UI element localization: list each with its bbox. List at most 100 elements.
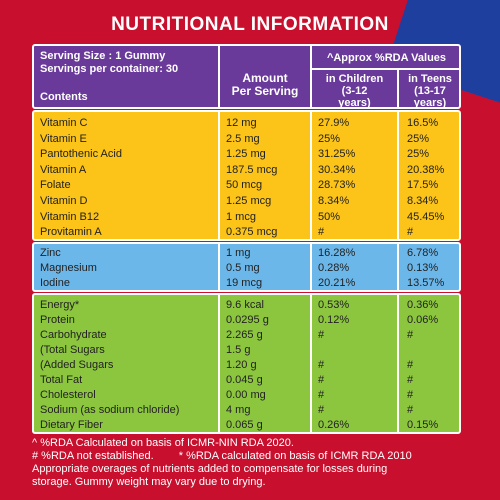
rda-children: # (318, 389, 325, 401)
rda-teens: # (407, 404, 414, 416)
amount-heading-line2: Per Serving (231, 84, 299, 98)
children-heading: in Children (3-12 years) (312, 73, 397, 109)
nutrient-name: Folate (40, 179, 71, 192)
nutrient-name: Sodium (as sodium chloride) (40, 404, 180, 416)
contents-heading: Contents (40, 91, 88, 103)
nutrient-amount: 4 mg (226, 404, 251, 416)
nutrient-row: Total Fat 0.045 g # # (34, 373, 459, 387)
nutrient-name: Vitamin A (40, 163, 87, 176)
nutrient-row: Magnesium 0.5 mg 0.28% 0.13% (34, 261, 459, 275)
rda-children: 50% (318, 210, 341, 223)
nutrient-row: Iodine 19 mcg 20.21% 13.57% (34, 276, 459, 290)
nutrient-name: Iodine (40, 277, 70, 289)
nutrient-row: Vitamin E 2.5 mg 25% 25% (34, 132, 459, 146)
rda-teens: 0.13% (407, 262, 439, 274)
table-header: Serving Size : 1 Gummy Servings per cont… (32, 44, 461, 109)
rda-teens: 0.15% (407, 419, 439, 431)
nutrient-name: Vitamin C (40, 117, 88, 129)
rda-teens: 45.45% (407, 210, 445, 223)
rda-teens: # (407, 329, 414, 341)
rda-teens: 6.78% (407, 247, 439, 259)
footnote-overages: Appropriate overages of nutrients added … (32, 463, 388, 475)
teens-heading-line1: in Teens (408, 73, 452, 85)
nutrient-name: Dietary Fiber (40, 419, 103, 431)
divider (310, 295, 312, 432)
nutrient-name: Energy* (40, 299, 80, 311)
nutrient-amount: 1 mcg (226, 210, 256, 223)
rda-heading: ^Approx %RDA Values (326, 52, 447, 64)
vitamins-section: Vitamin C 12 mg 27.9% 16.5% Vitamin E 2.5 mg 2… (32, 110, 461, 241)
macronutrients-section: Energy* 9.6 kcal 0.53% 0.36% Protein 0.0295 g… (32, 293, 461, 434)
nutrient-row: Energy* 9.6 kcal 0.53% 0.36% (34, 298, 459, 312)
nutrient-amount: 1.25 mcg (226, 195, 272, 207)
rda-teens: # (407, 359, 414, 371)
rda-teens: 20.38% (407, 163, 445, 176)
rda-teens: # (407, 226, 414, 239)
divider (310, 112, 312, 239)
rda-children: 0.28% (318, 262, 350, 274)
nutrient-row: (Total Sugars 1.5 g (34, 343, 459, 357)
nutrient-row: Pantothenic Acid 1.25 mg 31.25% 25% (34, 147, 459, 161)
nutrient-row: Dietary Fiber 0.065 g 0.26% 0.15% (34, 418, 459, 432)
nutrient-name: Magnesium (40, 262, 97, 274)
rda-children: # (318, 329, 325, 341)
teens-heading: in Teens (13-17 years) (399, 73, 459, 109)
divider (397, 244, 399, 290)
nutrient-row: Carbohydrate 2.265 g # # (34, 328, 459, 342)
nutrient-row: Provitamin A 0.375 mcg # # (34, 225, 459, 239)
nutrient-amount: 0.5 mg (226, 262, 260, 274)
nutrient-name: Vitamin E (40, 132, 87, 145)
rda-teens: 25% (407, 132, 430, 145)
children-heading-line1: in Children (325, 73, 384, 85)
amount-heading: Amount Per Serving (220, 72, 310, 98)
nutrient-amount: 0.045 g (226, 374, 263, 386)
rda-teens: 25% (407, 148, 430, 161)
nutrient-name: Protein (40, 314, 75, 326)
nutrient-amount: 1.25 mg (226, 148, 266, 161)
divider (310, 244, 312, 290)
nutrient-row: Vitamin D 1.25 mcg 8.34% 8.34% (34, 194, 459, 208)
nutrient-row: Folate 50 mcg 28.73% 17.5% (34, 178, 459, 192)
rda-children: 28.73% (318, 179, 356, 192)
rda-teens: # (407, 389, 414, 401)
rda-children: 0.53% (318, 299, 350, 311)
teens-heading-line2: (13-17 (414, 85, 446, 97)
rda-teens: 13.57% (407, 277, 445, 289)
teens-heading-line3: years) (413, 97, 447, 109)
footnote-gummy-weight: storage. Gummy weight may vary due to dr… (32, 476, 266, 488)
divider (218, 112, 220, 239)
nutrient-amount: 0.00 mg (226, 389, 266, 401)
rda-children: # (318, 226, 325, 239)
nutrient-amount: 12 mg (226, 117, 257, 129)
rda-teens: 0.06% (407, 314, 439, 326)
nutrient-amount: 187.5 mcg (226, 163, 278, 176)
minerals-section: Zinc 1 mg 16.28% 6.78% Magnesium 0.5 mg 0.28% 0… (32, 242, 461, 292)
children-heading-line2: (3-12 (341, 85, 368, 97)
nutrient-amount: 0.065 g (226, 419, 263, 431)
nutrient-amount: 1.20 g (226, 359, 257, 371)
nutrient-name: Zinc (40, 247, 61, 259)
rda-children: 0.26% (318, 419, 350, 431)
footnote-rda-not-established: # %RDA not established. (32, 450, 154, 462)
nutrient-name: Pantothenic Acid (40, 148, 122, 161)
nutrient-amount: 19 mcg (226, 277, 263, 289)
rda-teens: 17.5% (407, 179, 439, 192)
nutrient-name: Cholesterol (40, 389, 96, 401)
rda-teens: # (407, 374, 414, 386)
serving-size: Serving Size : 1 Gummy (40, 50, 166, 62)
nutrient-name: (Added Sugars (40, 359, 114, 371)
divider (218, 244, 220, 290)
nutrient-name: Carbohydrate (40, 329, 107, 341)
nutrient-amount: 50 mcg (226, 179, 263, 192)
children-heading-line3: years) (338, 97, 371, 109)
rda-children: 20.21% (318, 277, 356, 289)
nutrient-row: Sodium (as sodium chloride) 4 mg # # (34, 403, 459, 417)
nutrient-amount: 0.0295 g (226, 314, 269, 326)
nutrient-amount: 1 mg (226, 247, 251, 259)
nutrient-amount: 0.375 mcg (226, 226, 278, 239)
page-title: NUTRITIONAL INFORMATION (111, 14, 389, 35)
divider (218, 295, 220, 432)
rda-title-cell (312, 46, 459, 70)
rda-children: # (318, 404, 325, 416)
rda-children: 27.9% (318, 117, 350, 129)
